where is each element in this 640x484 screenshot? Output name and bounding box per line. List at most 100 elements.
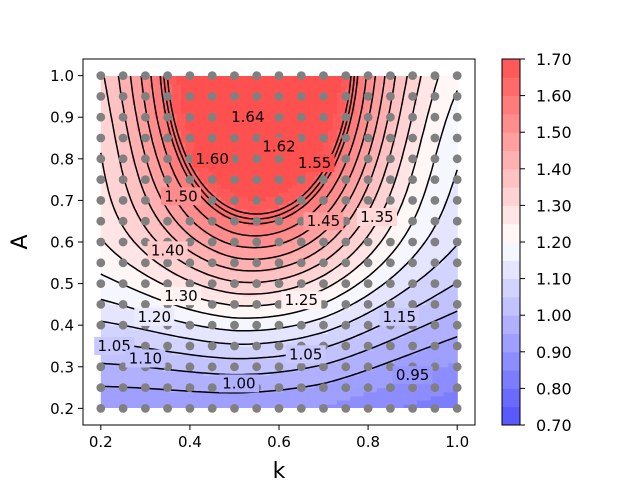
contour-cell (314, 142, 320, 147)
contour-cell (105, 316, 111, 322)
contour-cell (287, 375, 293, 380)
contour-cell (314, 83, 320, 89)
contour-cell (247, 175, 253, 181)
contour-cell (221, 104, 227, 110)
contour-cell (198, 316, 204, 322)
contour-cell (301, 395, 307, 401)
contour-cell (261, 250, 267, 256)
contour-cell (216, 208, 222, 214)
contour-cell (283, 333, 289, 339)
contour-cell (118, 229, 124, 235)
contour-cell (238, 250, 244, 256)
contour-cell (109, 175, 115, 181)
contour-cell (203, 146, 209, 152)
contour-cell (314, 92, 320, 98)
contour-cell (132, 196, 138, 202)
contour-cell (172, 337, 178, 343)
contour-cell (301, 308, 307, 314)
contour-cell (167, 88, 173, 93)
contour-cell (118, 275, 124, 281)
contour-cell (283, 341, 289, 347)
contour-cell (194, 88, 200, 93)
contour-cell (234, 129, 240, 135)
contour-cell (270, 183, 276, 189)
contour-cell (243, 275, 249, 281)
contour-cell (270, 212, 276, 218)
contour-cell (154, 221, 160, 226)
contour-cell (118, 233, 124, 239)
contour-cell (163, 79, 169, 85)
contour-cell (243, 395, 249, 401)
contour-cell (194, 233, 200, 239)
contour-cell (238, 337, 244, 343)
contour-cell (109, 79, 115, 85)
contour-cell (243, 142, 249, 147)
contour-cell (132, 154, 138, 160)
contour-cell (225, 125, 231, 131)
contour-cell (114, 242, 120, 247)
contour-cell (100, 316, 106, 322)
contour-cell (194, 254, 200, 260)
contour-cell (287, 192, 293, 197)
contour-cell (319, 375, 325, 380)
contour-cell (158, 208, 164, 214)
contour-cell (270, 162, 276, 168)
contour-cell (136, 154, 142, 160)
contour-cell (185, 275, 191, 281)
contour-cell (359, 366, 365, 372)
contour-cell (377, 258, 383, 264)
contour-cell (363, 400, 369, 405)
contour-cell (207, 316, 213, 322)
contour-cell (189, 316, 195, 322)
contour-cell (203, 88, 209, 93)
contour-cell (189, 104, 195, 110)
contour-cell (350, 358, 356, 364)
contour-cell (100, 88, 106, 93)
contour-cell (221, 254, 227, 260)
contour-cell (363, 167, 369, 172)
contour-cell (225, 304, 231, 310)
contour-cell (363, 370, 369, 376)
contour-cell (154, 325, 160, 330)
contour-cell (194, 279, 200, 285)
contour-cell (114, 329, 120, 335)
contour-cell (287, 325, 293, 330)
contour-cell (114, 217, 120, 222)
contour-cell (314, 129, 320, 135)
contour-cell (256, 212, 262, 218)
contour-cell (221, 362, 227, 368)
contour-cell (176, 391, 182, 397)
contour-cell (238, 100, 244, 106)
contour-cell (296, 125, 302, 131)
contour-cell (328, 192, 334, 197)
contour-cell (328, 287, 334, 293)
contour-cell (127, 250, 133, 256)
contour-cell (328, 208, 334, 214)
contour-cell (359, 325, 365, 330)
contour-cell (296, 333, 302, 339)
contour-cell (372, 387, 378, 393)
contour-cell (319, 88, 325, 93)
contour-cell (212, 142, 218, 147)
contour-cell (172, 138, 178, 143)
contour-cell (256, 329, 262, 335)
contour-cell (149, 92, 155, 98)
contour-cell (127, 287, 133, 293)
contour-cell (287, 158, 293, 164)
contour-cell (203, 133, 209, 139)
contour-cell (336, 108, 342, 114)
contour-cell (350, 387, 356, 393)
contour-cell (310, 337, 316, 343)
contour-cell (194, 171, 200, 177)
contour-cell (372, 171, 378, 177)
contour-cell (105, 246, 111, 251)
contour-cell (109, 225, 115, 231)
contour-cell (114, 125, 120, 131)
contour-cell (323, 333, 329, 339)
contour-cell (265, 271, 271, 276)
contour-cell (336, 171, 342, 177)
contour-cell (368, 337, 374, 343)
contour-cell (363, 358, 369, 364)
contour-cell (310, 250, 316, 256)
contour-cell (283, 400, 289, 405)
